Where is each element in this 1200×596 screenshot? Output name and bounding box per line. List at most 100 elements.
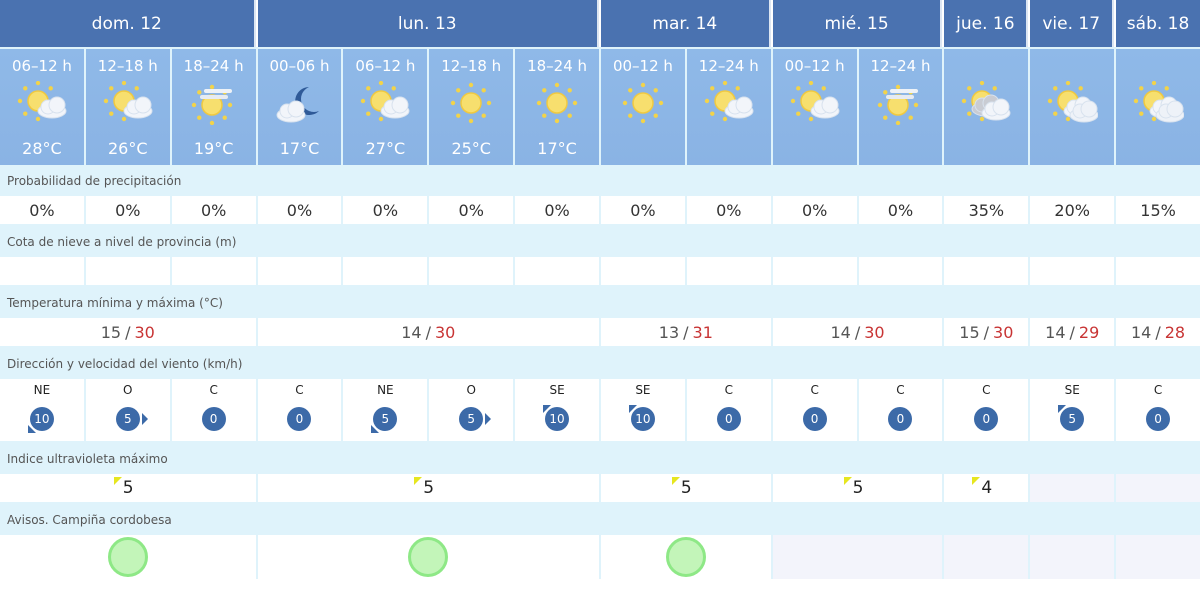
uv-value: 5 (423, 478, 435, 498)
uv-value: 5 (122, 478, 134, 498)
wind-direction: SE (1064, 383, 1080, 397)
day-header: mar. 14 (600, 0, 771, 47)
min-max-temp: 13/31 (600, 318, 771, 346)
period-temperature: 25°C (451, 139, 491, 158)
sun-cloud-icon (789, 80, 841, 125)
wind-direction: C (209, 383, 218, 397)
day-header: mié. 15 (772, 0, 943, 47)
wind-speed-badge: 0 (974, 407, 999, 431)
period-cell: 12–18 h 26°C (85, 49, 170, 165)
uv-value: 5 (680, 478, 692, 498)
slash: / (854, 322, 861, 342)
min-max-temp: 14/30 (772, 318, 943, 346)
aviso-cell (944, 535, 1029, 579)
snow-value (944, 257, 1029, 285)
snow-value (257, 257, 342, 285)
forecast-grid: 06–12 h 28°C 12–18 h 26°C 18–24 h 19°C 00–06 h… (0, 47, 1200, 579)
wind-cell: NE 10 (0, 379, 84, 441)
sun-icon (617, 81, 669, 125)
sun-cloud-icon (102, 80, 154, 125)
wind-label: Dirección y velocidad del viento (km/h) (0, 348, 1200, 379)
wind-cell: SE 10 (600, 379, 685, 441)
day-header: sáb. 18 (1116, 0, 1200, 47)
aviso-green-circle-icon[interactable] (665, 537, 706, 577)
period-cell: 00–12 h (772, 49, 857, 165)
period-cell: 12–18 h 25°C (429, 49, 514, 165)
uv-marker-icon (843, 477, 852, 485)
day-header: vie. 17 (1030, 0, 1115, 47)
uv-value: 5 (852, 478, 864, 498)
snow-value (343, 257, 428, 285)
snow-value (1030, 257, 1115, 285)
period-cell (944, 49, 1029, 165)
uv-marker-icon (113, 477, 122, 485)
wind-cell: SE 10 (515, 379, 599, 441)
uv-marker-icon (972, 477, 981, 485)
aviso-green-circle-icon[interactable] (408, 537, 449, 577)
max-temp: 30 (864, 322, 885, 342)
period-cell (1116, 49, 1200, 165)
period-cell: 00–12 h (600, 49, 685, 165)
sun-cloud-icon (703, 80, 755, 125)
period-time: 12–24 h (870, 57, 931, 75)
max-temp: 30 (134, 322, 155, 342)
min-max-temp: 15/30 (0, 318, 256, 346)
min-temp: 15 (959, 322, 980, 342)
wind-direction: C (1153, 383, 1163, 397)
aviso-cell (1030, 535, 1115, 579)
max-temp: 30 (993, 322, 1014, 342)
snow-value (85, 257, 170, 285)
aviso-cell (600, 535, 771, 579)
aviso-green-circle-icon[interactable] (107, 537, 148, 577)
wind-speed-badge: 0 (1146, 407, 1171, 431)
wind-speed-badge: 0 (802, 407, 827, 431)
aviso-cell (1116, 535, 1200, 579)
wind-arrow-icon (485, 413, 492, 425)
snow-value (600, 257, 685, 285)
wind-arrow-icon (371, 425, 380, 433)
max-temp: 31 (692, 322, 713, 342)
uv-cell: 4 (944, 474, 1029, 502)
min-temp: 14 (1045, 322, 1066, 342)
forecast-table: dom. 12 lun. 13 mar. 14 mié. 15 jue. 16 vie. … (0, 0, 1200, 579)
wind-speed-badge: 10 (545, 407, 570, 431)
min-temp: 14 (830, 322, 851, 342)
sun-icon (531, 81, 583, 125)
period-cell: 12–24 h (686, 49, 771, 165)
period-time: 00–06 h (269, 57, 330, 75)
wind-direction: C (982, 383, 991, 397)
period-temperature: 17°C (279, 139, 320, 158)
slash: / (425, 322, 431, 342)
period-time: 06–12 h (11, 57, 72, 75)
aviso-cell (0, 535, 256, 579)
period-cell: 18–24 h 19°C (171, 49, 256, 165)
min-temp: 15 (100, 322, 122, 342)
day-header-row: dom. 12 lun. 13 mar. 14 mié. 15 jue. 16 vie. … (0, 0, 1200, 47)
wind-speed-badge: 0 (888, 407, 913, 431)
slash: / (1155, 322, 1161, 342)
min-temp: 13 (658, 322, 680, 342)
max-temp: 29 (1078, 322, 1100, 342)
period-temperature: 17°C (537, 139, 577, 158)
period-time: 00–12 h (612, 57, 673, 75)
wind-direction: NE (33, 383, 51, 397)
temp-label: Temperatura mínima y máxima (°C) (0, 287, 1200, 318)
period-temperature: 26°C (108, 139, 148, 158)
min-max-temp: 14/29 (1030, 318, 1115, 346)
wind-direction: SE (635, 383, 651, 397)
wind-arrow-icon (141, 413, 148, 425)
snow-value (858, 257, 943, 285)
precip-value: 0% (600, 196, 685, 224)
precip-value: 0% (171, 196, 256, 224)
precip-value: 0% (429, 196, 514, 224)
snow-value (429, 257, 514, 285)
aviso-cell (772, 535, 943, 579)
period-time: 00–12 h (784, 57, 845, 75)
wind-direction: C (724, 383, 733, 397)
precip-label: Probabilidad de precipitación (0, 165, 1200, 196)
